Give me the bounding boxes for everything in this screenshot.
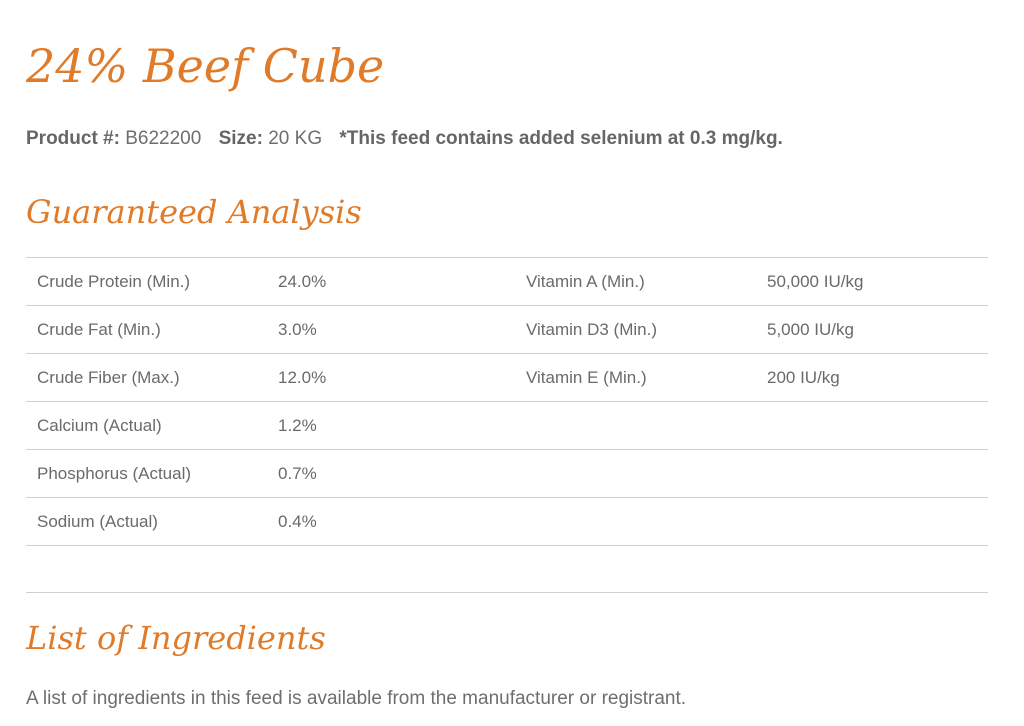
vitamin-name <box>515 449 756 498</box>
size-label: Size: <box>218 128 263 149</box>
nutrient-name: Crude Fat (Min.) <box>26 305 267 354</box>
vitamin-name: Vitamin E (Min.) <box>515 353 756 402</box>
table-row: Phosphorus (Actual) 0.7% <box>26 449 988 498</box>
nutrient-value: 24.0% <box>267 257 515 306</box>
product-number-value: B622200 <box>125 128 202 149</box>
ingredients-text: A list of ingredients in this feed is av… <box>26 688 687 709</box>
product-title: 24% Beef Cube <box>26 39 385 93</box>
guaranteed-analysis-heading: Guaranteed Analysis <box>26 193 362 231</box>
vitamin-value: 50,000 IU/kg <box>756 257 988 306</box>
nutrient-name: Sodium (Actual) <box>26 497 267 546</box>
nutrient-value: 0.7% <box>267 449 515 498</box>
table-row: Sodium (Actual) 0.4% <box>26 497 988 546</box>
nutrient-name: Calcium (Actual) <box>26 401 267 450</box>
vitamin-value: 200 IU/kg <box>756 353 988 402</box>
section-divider <box>26 592 988 593</box>
vitamin-value <box>756 449 988 498</box>
table-row: Calcium (Actual) 1.2% <box>26 401 988 450</box>
selenium-note: *This feed contains added selenium at 0.… <box>339 128 783 149</box>
vitamin-name: Vitamin D3 (Min.) <box>515 305 756 354</box>
product-meta: Product #: B622200 Size: 20 KG *This fee… <box>26 126 783 152</box>
guaranteed-analysis-table: Crude Protein (Min.) 24.0% Vitamin A (Mi… <box>26 257 988 546</box>
product-number-label: Product #: <box>26 128 120 149</box>
vitamin-value <box>756 401 988 450</box>
vitamin-name: Vitamin A (Min.) <box>515 257 756 306</box>
nutrient-name: Crude Protein (Min.) <box>26 257 267 306</box>
vitamin-name <box>515 401 756 450</box>
table-row: Crude Protein (Min.) 24.0% Vitamin A (Mi… <box>26 257 988 306</box>
nutrient-value: 12.0% <box>267 353 515 402</box>
size-value: 20 KG <box>268 128 323 149</box>
table-row: Crude Fiber (Max.) 12.0% Vitamin E (Min.… <box>26 353 988 402</box>
nutrient-name: Crude Fiber (Max.) <box>26 353 267 402</box>
ingredients-heading: List of Ingredients <box>26 619 326 657</box>
vitamin-name <box>515 497 756 546</box>
nutrient-name: Phosphorus (Actual) <box>26 449 267 498</box>
nutrient-value: 3.0% <box>267 305 515 354</box>
nutrient-value: 0.4% <box>267 497 515 546</box>
nutrient-value: 1.2% <box>267 401 515 450</box>
table-row: Crude Fat (Min.) 3.0% Vitamin D3 (Min.) … <box>26 305 988 354</box>
vitamin-value: 5,000 IU/kg <box>756 305 988 354</box>
vitamin-value <box>756 497 988 546</box>
